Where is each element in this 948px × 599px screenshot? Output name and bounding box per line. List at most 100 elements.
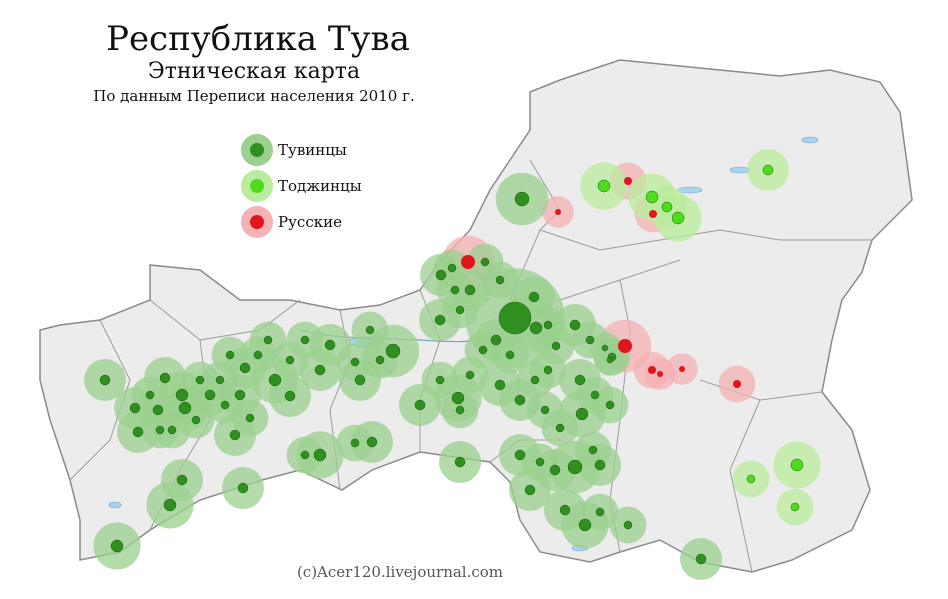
settlement-dot: [606, 356, 614, 364]
subtitle: Этническая карта: [148, 59, 360, 84]
settlement-dot: [354, 374, 366, 386]
settlement-dot: [132, 426, 144, 438]
settlement-dot: [679, 366, 685, 372]
settlement-dot: [578, 518, 592, 532]
settlement-dot: [176, 474, 188, 486]
settlement-dot: [529, 321, 543, 335]
settlement-dot: [480, 257, 490, 267]
settlement-dot: [549, 464, 561, 476]
settlement-dot: [455, 405, 465, 415]
settlement-dot: [178, 401, 192, 415]
settlement-dot: [234, 389, 246, 401]
settlement-dot: [498, 301, 532, 335]
settlement-dot: [159, 372, 171, 384]
settlement-dot: [215, 375, 225, 385]
settlement-dot: [163, 498, 177, 512]
settlement-dot: [110, 539, 124, 553]
settlement-dot: [450, 285, 460, 295]
settlement-dot: [204, 389, 216, 401]
settlement-dot: [268, 373, 282, 387]
settlement-dot: [155, 425, 165, 435]
settlement-dot: [324, 339, 336, 351]
settlement-dot: [495, 275, 505, 285]
settlement-dot: [284, 390, 296, 402]
settlement-dot: [514, 191, 530, 207]
settlement-dot: [623, 520, 633, 530]
settlement-dot: [574, 374, 586, 386]
settlement-dot: [245, 413, 255, 423]
settlement-dot: [551, 341, 561, 351]
settlement-dot: [237, 482, 249, 494]
settlement-dot: [414, 399, 426, 411]
settlement-dot: [597, 179, 611, 193]
settlement-dot: [657, 371, 663, 377]
settlement-dot: [790, 458, 804, 472]
settlement-dot: [145, 390, 155, 400]
settlement-dot: [263, 335, 273, 345]
legend-swatch: [250, 179, 264, 193]
settlement-dot: [543, 365, 553, 375]
settlement-dot: [220, 400, 230, 410]
settlements: [84, 149, 821, 580]
settlement-dot: [575, 407, 589, 421]
settlement-dot: [790, 502, 800, 512]
settlement-dot: [385, 343, 401, 359]
settlement-dot: [175, 388, 189, 402]
settlement-dot: [239, 362, 251, 374]
settlement-dot: [624, 177, 632, 185]
settlement-dot: [555, 423, 565, 433]
settlement-dot: [366, 436, 378, 448]
settlement-dot: [314, 364, 326, 376]
settlement-dot: [543, 320, 553, 330]
settlement-dot: [494, 379, 506, 391]
settlement-dot: [313, 448, 327, 462]
settlement-dot: [375, 355, 385, 365]
settlement-dot: [435, 269, 447, 281]
settlement-dot: [695, 553, 707, 565]
settlement-dot: [505, 350, 515, 360]
settlement-dot: [451, 391, 465, 405]
settlement-dot: [649, 210, 657, 218]
settlement-dot: [225, 350, 235, 360]
settlement-dot: [350, 357, 360, 367]
settlement-dot: [455, 305, 465, 315]
settlement-dot: [464, 284, 476, 296]
settlement-dot: [648, 366, 656, 374]
settlement-dot: [191, 415, 201, 425]
settlement-dot: [595, 507, 605, 517]
legend-label: Тоджинцы: [278, 177, 362, 195]
settlement-dot: [514, 449, 526, 461]
settlement-dot: [434, 314, 446, 326]
settlement-dot: [618, 339, 632, 353]
title: Республика Тува: [106, 19, 410, 59]
settlement-dot: [129, 402, 141, 414]
settlement-dot: [594, 459, 606, 471]
settlement-dot: [567, 459, 583, 475]
settlement-dot: [645, 190, 659, 204]
settlement-dot: [465, 370, 475, 380]
legend: Тувинцы Тоджинцы Русские: [241, 134, 362, 238]
settlement-dot: [559, 504, 571, 516]
settlement-dot: [447, 263, 457, 273]
settlement-dot: [152, 404, 164, 416]
settlement-dot: [762, 164, 774, 176]
settlement-dot: [350, 438, 360, 448]
settlement-dot: [585, 335, 595, 345]
settlement-dot: [229, 429, 241, 441]
legend-swatch: [250, 215, 264, 229]
settlement-dot: [588, 445, 598, 455]
settlement-dot: [605, 400, 615, 410]
settlement-dot: [590, 390, 600, 400]
settlement-dot: [478, 345, 488, 355]
settlement-dot: [365, 325, 375, 335]
settlement-dot: [99, 374, 111, 386]
settlement-dot: [253, 350, 263, 360]
settlement-dot: [514, 394, 526, 406]
settlement-dot: [746, 474, 756, 484]
settlement-dot: [555, 209, 561, 215]
settlement-dot: [435, 375, 445, 385]
settlement-dot: [535, 457, 545, 467]
settlement-dot: [285, 355, 295, 365]
settlement-dot: [733, 380, 741, 388]
